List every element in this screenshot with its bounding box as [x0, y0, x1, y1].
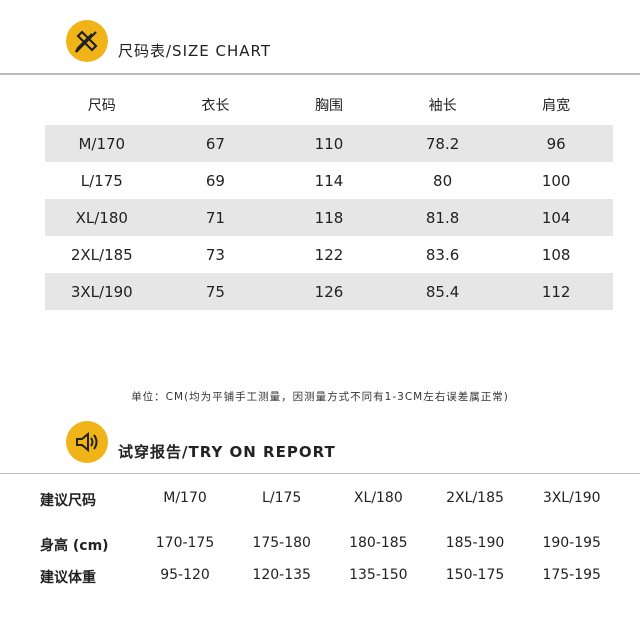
header-cell: 胸围: [314, 98, 343, 114]
try-on-row: 身高 (cm) 170-175 175-180 180-185 185-190 190-1…: [40, 535, 620, 555]
table-cell: 96: [546, 134, 566, 153]
table-row: L/175 69 114 80 100: [45, 162, 613, 199]
table-cell: XL/180: [75, 208, 128, 227]
try-on-cell: 95-120: [160, 567, 210, 583]
try-on-cell: 150-175: [445, 567, 505, 583]
row-label: 建议体重: [40, 570, 96, 586]
unit-note: 单位：CM(均为平铺手工测量，因测量方式不同有1-3CM左右误差属正常): [131, 391, 509, 403]
try-on-cell: M/170: [163, 490, 207, 506]
size-chart-title: 尺码表/SIZE CHART: [118, 42, 272, 60]
try-on-cell: 120-135: [252, 567, 311, 583]
header-cell: 袖长: [428, 98, 457, 114]
table-cell: 73: [205, 245, 225, 264]
try-on-cell: 175-195: [542, 567, 601, 583]
table-row: M/170 67 110 78.2 96: [45, 125, 613, 162]
divider: [0, 473, 640, 474]
size-table: 尺码 衣长 胸围 袖长 肩宽 M/170 67 110 78.2 96 L/175 69 11…: [45, 85, 613, 310]
try-on-cell: L/175: [262, 490, 302, 506]
try-on-cell: 170-175: [155, 535, 215, 551]
table-cell: 3XL/190: [70, 282, 133, 301]
table-cell: 112: [541, 282, 571, 301]
header-cell: 肩宽: [542, 98, 571, 114]
speaker-icon: [66, 421, 108, 463]
try-on-cell: 135-150: [349, 567, 408, 583]
table-cell: 78.2: [425, 134, 460, 153]
table-cell: 104: [541, 208, 571, 227]
try-on-cell: 2XL/185: [446, 490, 504, 506]
try-on-cell: 3XL/190: [542, 490, 601, 506]
table-cell: 114: [314, 171, 344, 190]
row-label: 身高 (cm): [40, 538, 109, 554]
table-cell: 100: [541, 171, 571, 190]
table-cell: M/170: [78, 134, 126, 153]
table-cell: 80: [433, 171, 453, 190]
try-on-title: 试穿报告/TRY ON REPORT: [118, 443, 336, 461]
table-cell: 118: [314, 208, 344, 227]
try-on-row: 建议尺码 M/170 L/175 XL/180 2XL/185 3XL/190: [40, 490, 620, 510]
table-cell: 85.4: [425, 282, 460, 301]
table-cell: 83.6: [425, 245, 460, 264]
try-on-cell: 180-185: [349, 535, 408, 551]
table-row: 3XL/190 75 126 85.4 112: [45, 273, 613, 310]
table-cell: 75: [205, 282, 225, 301]
table-cell: 126: [314, 282, 344, 301]
table-row: XL/180 71 118 81.8 104: [45, 199, 613, 236]
row-label: 建议尺码: [40, 493, 96, 509]
try-on-cell: 190-195: [542, 535, 601, 551]
try-on-row: 建议体重 95-120 120-135 135-150 150-175 175-195: [40, 567, 620, 587]
divider: [0, 73, 640, 75]
header-cell: 尺码: [87, 98, 116, 114]
table-cell: 81.8: [425, 208, 460, 227]
table-cell: 71: [205, 208, 225, 227]
table-row: 2XL/185 73 122 83.6 108: [45, 236, 613, 273]
table-cell: 108: [541, 245, 571, 264]
try-on-cell: 185-190: [445, 535, 505, 551]
pencil-ruler-icon: [66, 20, 108, 62]
table-header: 尺码 衣长 胸围 袖长 肩宽: [45, 85, 613, 125]
table-cell: L/175: [80, 171, 123, 190]
table-cell: 110: [314, 134, 344, 153]
table-cell: 2XL/185: [70, 245, 133, 264]
table-cell: 122: [314, 245, 344, 264]
try-on-cell: XL/180: [353, 490, 403, 506]
table-cell: 67: [205, 134, 225, 153]
table-cell: 69: [205, 171, 225, 190]
header-cell: 衣长: [201, 98, 230, 114]
try-on-cell: 175-180: [252, 535, 311, 551]
